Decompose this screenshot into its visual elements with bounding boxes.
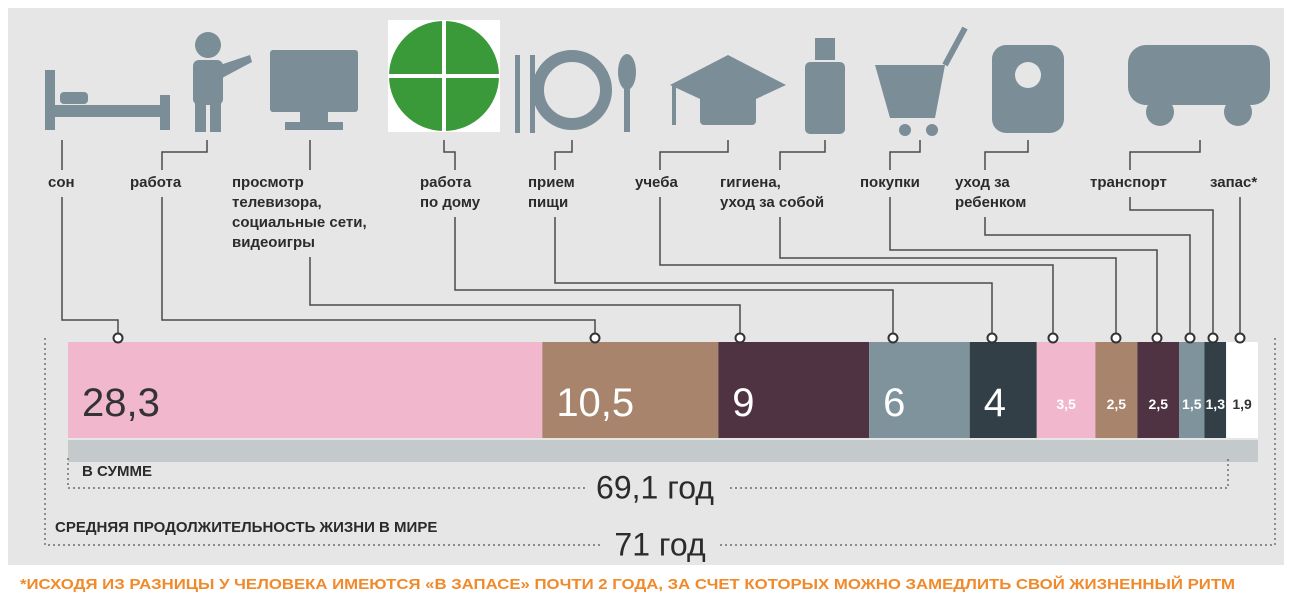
connector-dot <box>1209 334 1218 343</box>
connector-dot <box>114 334 123 343</box>
category-label: учеба <box>635 174 678 191</box>
value-label: 2,5 <box>1149 396 1169 412</box>
category-label: прием <box>528 174 575 191</box>
connector-dot <box>1236 334 1245 343</box>
category-label: просмотр <box>232 174 304 191</box>
category-label: гигиена, <box>720 174 781 191</box>
category-label: по дому <box>420 194 481 211</box>
bar-segment <box>1179 342 1204 438</box>
category-label: уход за собой <box>720 194 824 211</box>
value-label: 6 <box>883 381 905 425</box>
bar-segment <box>1137 342 1179 438</box>
category-label: социальные сети, <box>232 214 367 231</box>
sum-value: 69,1 год <box>596 469 714 505</box>
value-label: 28,3 <box>82 381 160 425</box>
category-label: работа <box>130 174 182 191</box>
sum-label: В СУММЕ <box>82 463 152 480</box>
connector-dot <box>1153 334 1162 343</box>
life-label: СРЕДНЯЯ ПРОДОЛЖИТЕЛЬНОСТЬ ЖИЗНИ В МИРЕ <box>55 519 437 536</box>
category-label: работа <box>420 174 472 191</box>
value-label: 1,5 <box>1182 396 1202 412</box>
category-label: ребенком <box>955 194 1026 211</box>
category-label: запас* <box>1210 174 1257 191</box>
infographic: 28,3 сон 10,5 работа 9 просмотр телевизора, соц… <box>0 0 1291 607</box>
category-label: видеоигры <box>232 234 315 251</box>
connector-dot <box>1049 334 1058 343</box>
value-label: 2,5 <box>1107 396 1127 412</box>
connector-dot <box>736 334 745 343</box>
category-label: телевизора, <box>232 194 322 211</box>
life-value: 71 год <box>614 526 706 562</box>
bar-segment <box>1204 342 1226 438</box>
category-label: сон <box>48 174 75 191</box>
connector-dot <box>1186 334 1195 343</box>
value-label: 10,5 <box>556 381 634 425</box>
value-label: 3,5 <box>1056 396 1076 412</box>
category-label: пищи <box>528 194 568 211</box>
value-label: 9 <box>732 381 754 425</box>
value-label: 1,9 <box>1232 396 1252 412</box>
connector-dot <box>1112 334 1121 343</box>
footnote: *ИСХОДЯ ИЗ РАЗНИЦЫ У ЧЕЛОВЕКА ИМЕЮТСЯ «В… <box>20 575 1235 593</box>
bar-segment <box>1226 342 1258 438</box>
connector-dot <box>889 334 898 343</box>
category-label: транспорт <box>1090 174 1167 191</box>
category-label: уход за <box>955 174 1010 191</box>
bar-segment <box>1037 342 1096 438</box>
value-label: 4 <box>984 381 1006 425</box>
category-label: покупки <box>860 174 920 191</box>
bar-segment <box>1095 342 1137 438</box>
bar-shadow <box>68 440 1258 462</box>
connector-dot <box>591 334 600 343</box>
connector-dot <box>988 334 997 343</box>
value-label: 1,3 <box>1206 396 1226 412</box>
